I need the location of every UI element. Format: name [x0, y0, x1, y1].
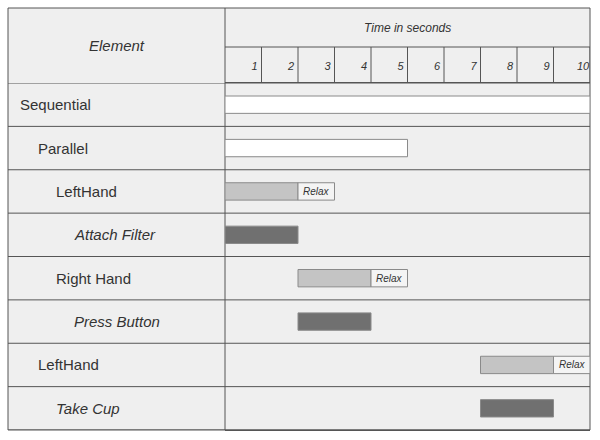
svg-text:Press Button: Press Button [74, 313, 160, 330]
svg-text:8: 8 [507, 60, 514, 72]
svg-text:3: 3 [324, 60, 331, 72]
svg-text:Sequential: Sequential [20, 96, 91, 113]
svg-text:Right Hand: Right Hand [56, 270, 131, 287]
svg-text:2: 2 [287, 60, 294, 72]
svg-text:LeftHand: LeftHand [38, 356, 99, 373]
svg-text:Relax: Relax [303, 186, 330, 197]
svg-text:7: 7 [470, 60, 477, 72]
svg-text:9: 9 [543, 60, 549, 72]
svg-text:Element: Element [89, 37, 145, 54]
svg-text:Parallel: Parallel [38, 140, 88, 157]
svg-text:5: 5 [397, 60, 404, 72]
svg-text:10: 10 [577, 60, 590, 72]
svg-text:6: 6 [434, 60, 441, 72]
svg-text:Relax: Relax [376, 273, 403, 284]
svg-text:LeftHand: LeftHand [56, 183, 117, 200]
svg-text:4: 4 [361, 60, 367, 72]
svg-text:Relax: Relax [559, 359, 586, 370]
svg-text:Time in seconds: Time in seconds [364, 21, 451, 35]
svg-text:Take Cup: Take Cup [56, 400, 120, 417]
svg-text:Attach Filter: Attach Filter [74, 226, 156, 243]
svg-text:1: 1 [251, 60, 257, 72]
